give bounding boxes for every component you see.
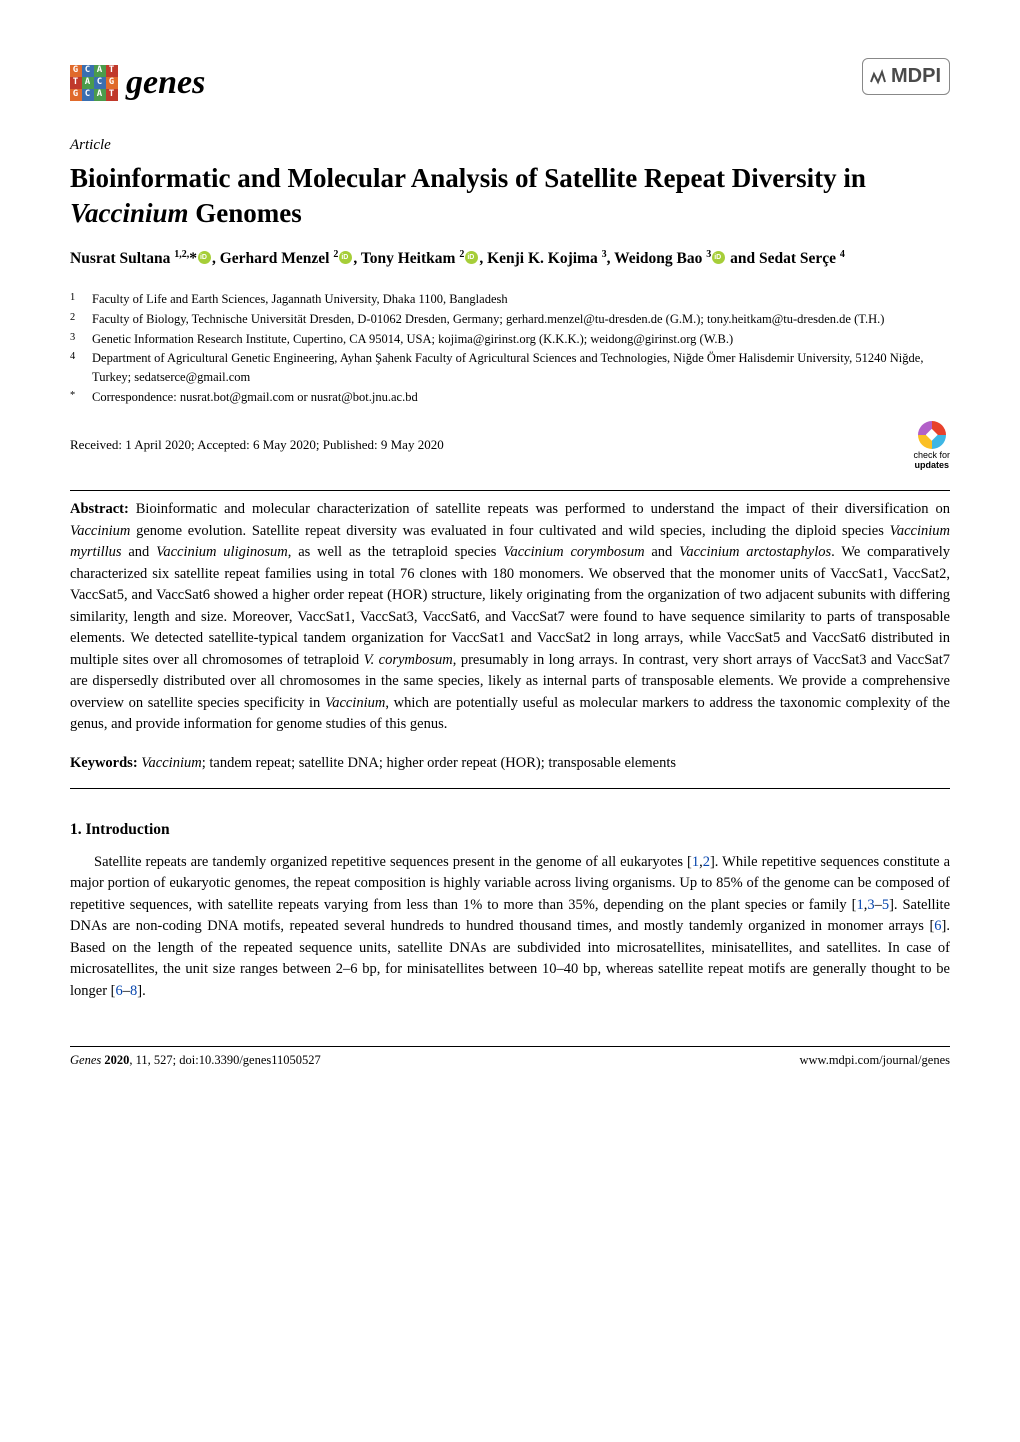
check-updates-l2: updates — [914, 461, 949, 471]
check-updates-icon — [918, 421, 946, 449]
footer-right[interactable]: www.mdpi.com/journal/genes — [799, 1051, 950, 1069]
affiliation-num: 2 — [70, 310, 92, 329]
genes-logo-block: GCATTACGGCAT — [70, 65, 118, 101]
footer-left: Genes 2020, 11, 527; doi:10.3390/genes11… — [70, 1051, 321, 1069]
affiliation-row: 4Department of Agricultural Genetic Engi… — [70, 349, 950, 387]
journal-logo: GCATTACGGCAT genes — [70, 58, 205, 107]
keywords-label: Keywords: — [70, 755, 138, 771]
footer-citation: , 11, 527; doi:10.3390/genes11050527 — [129, 1053, 320, 1067]
affiliation-num: 1 — [70, 290, 92, 309]
abstract: Abstract: Bioinformatic and molecular ch… — [70, 499, 950, 735]
intro-paragraph: Satellite repeats are tandemly organized… — [70, 852, 950, 1002]
title-post: Genomes — [189, 198, 302, 228]
article-title: Bioinformatic and Molecular Analysis of … — [70, 161, 950, 231]
check-for-updates[interactable]: check for updates — [913, 421, 950, 471]
abstract-label: Abstract: — [70, 501, 129, 517]
separator-line — [70, 490, 950, 491]
keywords-body: Vaccinium; tandem repeat; satellite DNA;… — [141, 755, 676, 771]
affiliation-text: Faculty of Life and Earth Sciences, Jaga… — [92, 290, 950, 309]
orcid-icon — [465, 251, 478, 264]
footer-bar: Genes 2020, 11, 527; doi:10.3390/genes11… — [70, 1046, 950, 1069]
article-type: Article — [70, 135, 950, 157]
mdpi-logo: MDPI — [862, 58, 950, 95]
affiliation-text: Faculty of Biology, Technische Universit… — [92, 310, 950, 329]
separator-line — [70, 788, 950, 789]
affiliation-num: * — [70, 388, 92, 407]
journal-name: genes — [126, 58, 205, 107]
affiliation-row: *Correspondence: nusrat.bot@gmail.com or… — [70, 388, 950, 407]
authors: Nusrat Sultana 1,2,*, Gerhard Menzel 2, … — [70, 247, 950, 272]
mdpi-icon — [869, 68, 887, 86]
section-heading-intro: 1. Introduction — [70, 819, 950, 841]
orcid-icon — [712, 251, 725, 264]
abstract-body: Bioinformatic and molecular characteriza… — [70, 501, 950, 732]
affiliations: 1Faculty of Life and Earth Sciences, Jag… — [70, 290, 950, 407]
orcid-icon — [198, 251, 211, 264]
footer-year: 2020 — [104, 1053, 129, 1067]
affiliation-row: 2Faculty of Biology, Technische Universi… — [70, 310, 950, 329]
publisher-name: MDPI — [891, 62, 941, 91]
affiliation-num: 4 — [70, 349, 92, 387]
title-pre: Bioinformatic and Molecular Analysis of … — [70, 163, 866, 193]
affiliation-row: 3Genetic Information Research Institute,… — [70, 330, 950, 349]
title-species: Vaccinium — [70, 198, 189, 228]
affiliation-text: Correspondence: nusrat.bot@gmail.com or … — [92, 388, 950, 407]
received-text: Received: 1 April 2020; Accepted: 6 May … — [70, 436, 444, 455]
orcid-icon — [339, 251, 352, 264]
affiliation-text: Department of Agricultural Genetic Engin… — [92, 349, 950, 387]
affiliation-text: Genetic Information Research Institute, … — [92, 330, 950, 349]
affiliation-row: 1Faculty of Life and Earth Sciences, Jag… — [70, 290, 950, 309]
keywords: Keywords: Vaccinium; tandem repeat; sate… — [70, 753, 950, 774]
header-bar: GCATTACGGCAT genes MDPI — [70, 58, 950, 107]
footer-journal: Genes — [70, 1053, 104, 1067]
received-row: Received: 1 April 2020; Accepted: 6 May … — [70, 421, 950, 471]
affiliation-num: 3 — [70, 330, 92, 349]
